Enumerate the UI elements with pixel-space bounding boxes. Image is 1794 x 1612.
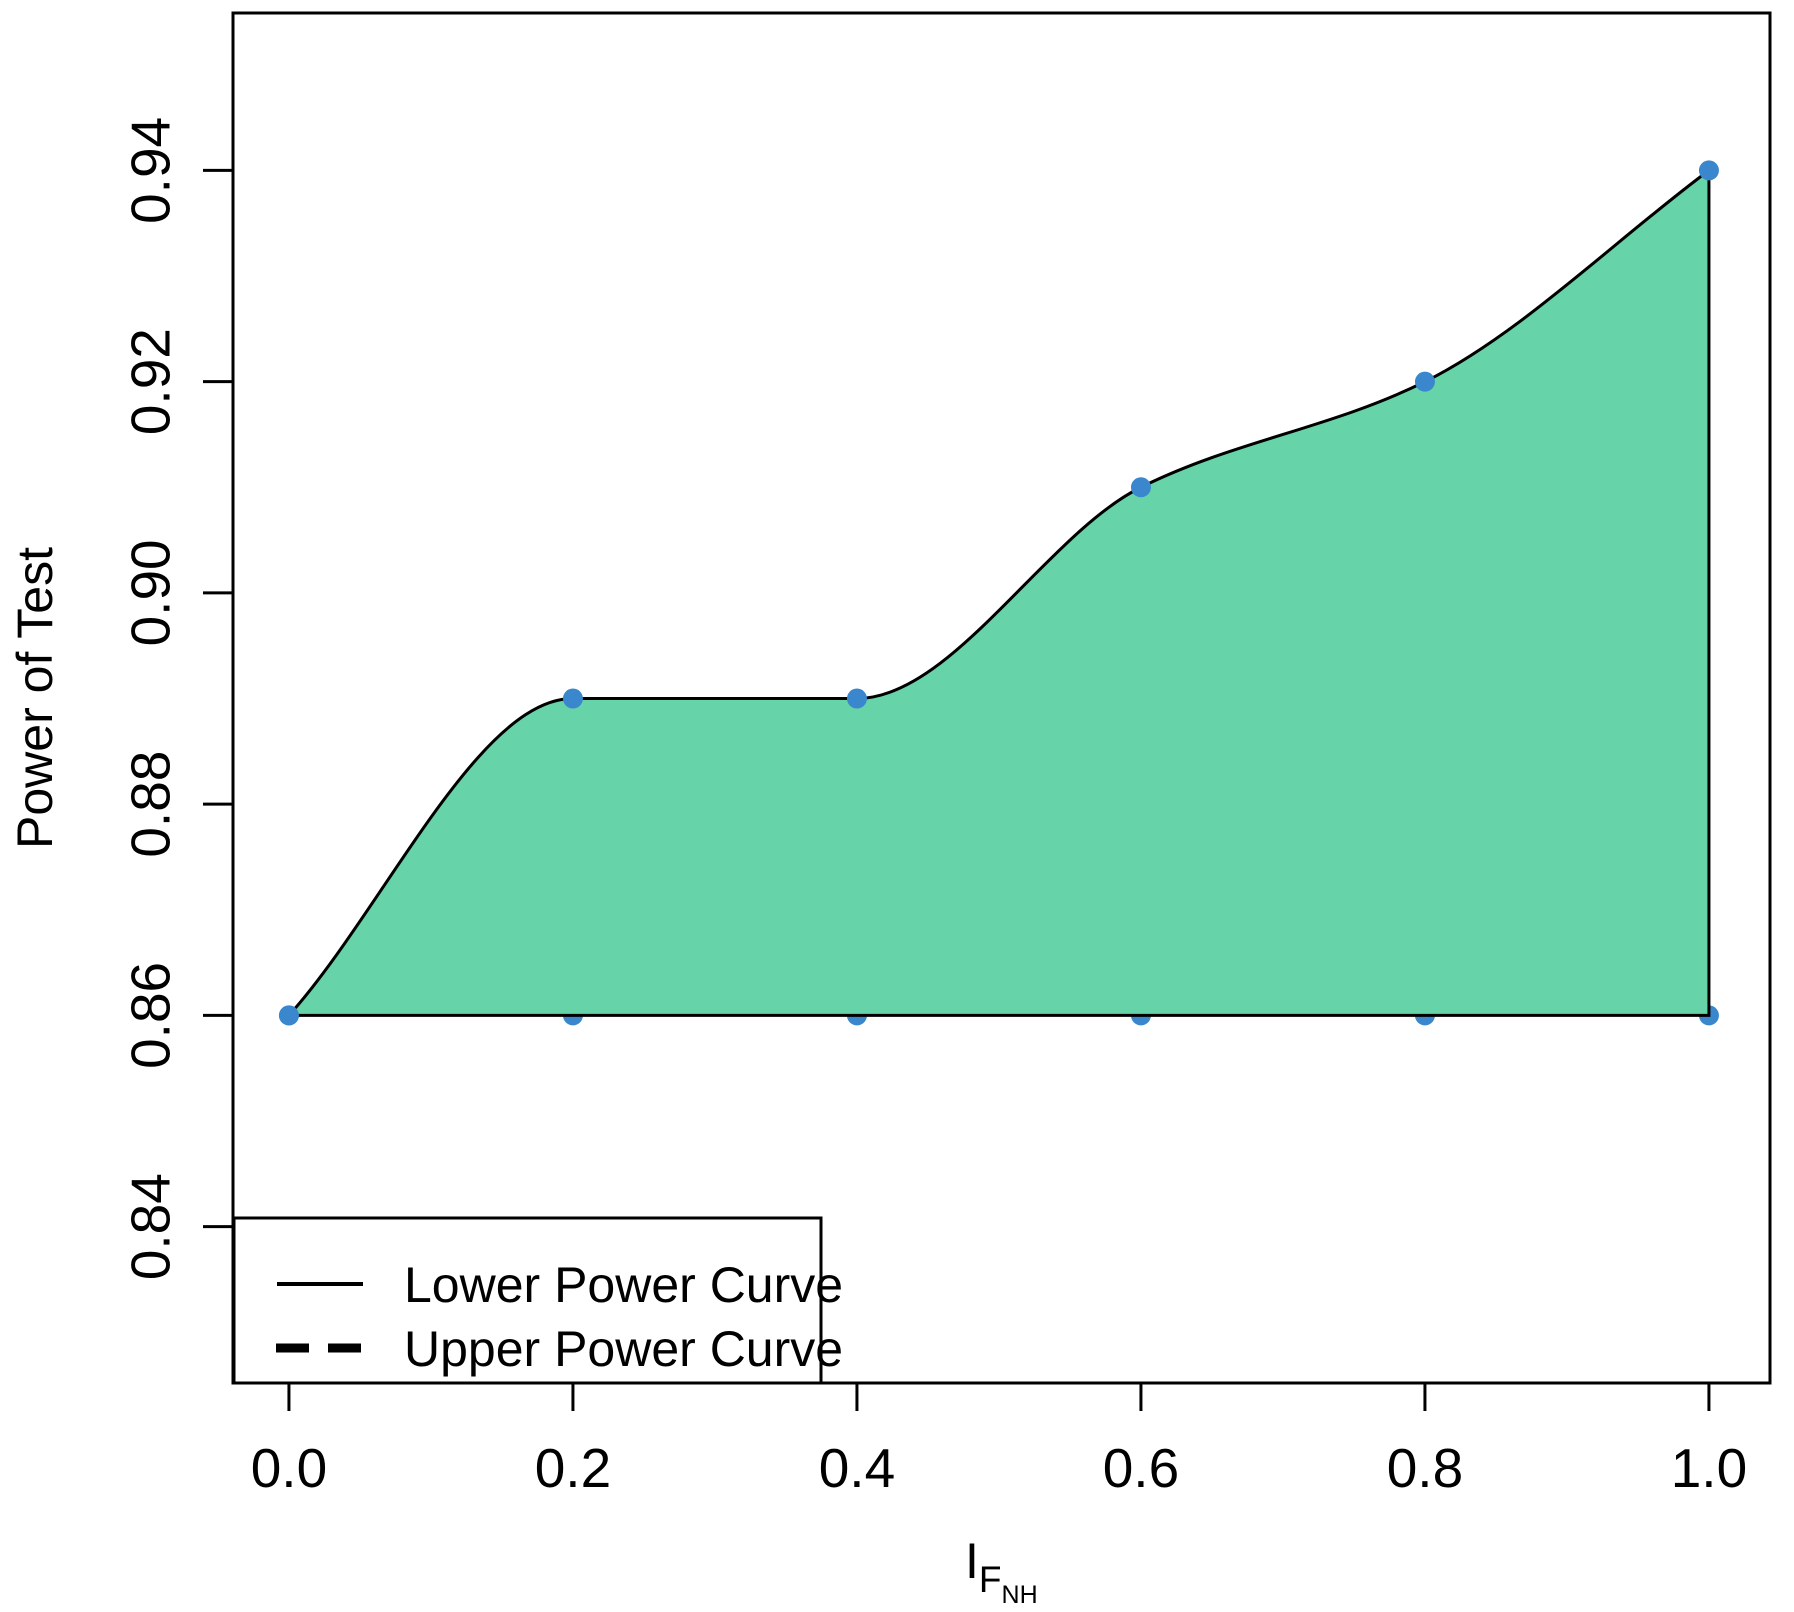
upper-curve-point bbox=[1130, 477, 1151, 498]
legend-label-lower: Lower Power Curve bbox=[404, 1257, 843, 1313]
y-tick-label: 0.86 bbox=[119, 962, 181, 1069]
upper-curve-point bbox=[278, 1005, 299, 1026]
upper-curve-point bbox=[562, 688, 583, 709]
y-tick-label: 0.94 bbox=[119, 117, 181, 224]
axis-ticks: 0.0 0.2 0.4 0.6 0.8 1.0 0.84 0.86 0.88 0.90 0.92 0.… bbox=[119, 117, 1747, 1499]
y-axis-title: Power of Test bbox=[7, 547, 63, 849]
x-tick-label: 0.4 bbox=[819, 1437, 895, 1499]
x-tick-label: 0.2 bbox=[535, 1437, 611, 1499]
x-axis-title-sub: F bbox=[979, 1559, 1002, 1600]
upper-curve-points bbox=[278, 160, 1719, 1026]
x-tick-label: 0.6 bbox=[1103, 1437, 1179, 1499]
y-tick-label: 0.92 bbox=[119, 328, 181, 435]
plot-border bbox=[231, 11, 1772, 1385]
y-tick-label: 0.84 bbox=[119, 1173, 181, 1280]
y-tick-label: 0.90 bbox=[119, 539, 181, 646]
upper-curve-point bbox=[1698, 160, 1719, 181]
power-band-area bbox=[285, 167, 1711, 1017]
power-band-path bbox=[285, 167, 1711, 1017]
upper-curve-point bbox=[846, 688, 867, 709]
x-tick-label: 0.0 bbox=[251, 1437, 327, 1499]
x-tick-label: 0.8 bbox=[1387, 1437, 1463, 1499]
legend-label-upper: Upper Power Curve bbox=[404, 1321, 843, 1377]
legend-box bbox=[232, 1216, 823, 1385]
upper-curve-point bbox=[1414, 371, 1435, 392]
x-axis-title: IFNH bbox=[965, 1533, 1038, 1609]
x-axis-title-main: I bbox=[965, 1533, 979, 1589]
legend: Lower Power Curve Upper Power Curve bbox=[232, 1216, 843, 1385]
x-tick-label: 1.0 bbox=[1671, 1437, 1747, 1499]
x-axis-title-subsub: NH bbox=[1002, 1581, 1038, 1609]
y-tick-label: 0.88 bbox=[119, 751, 181, 858]
